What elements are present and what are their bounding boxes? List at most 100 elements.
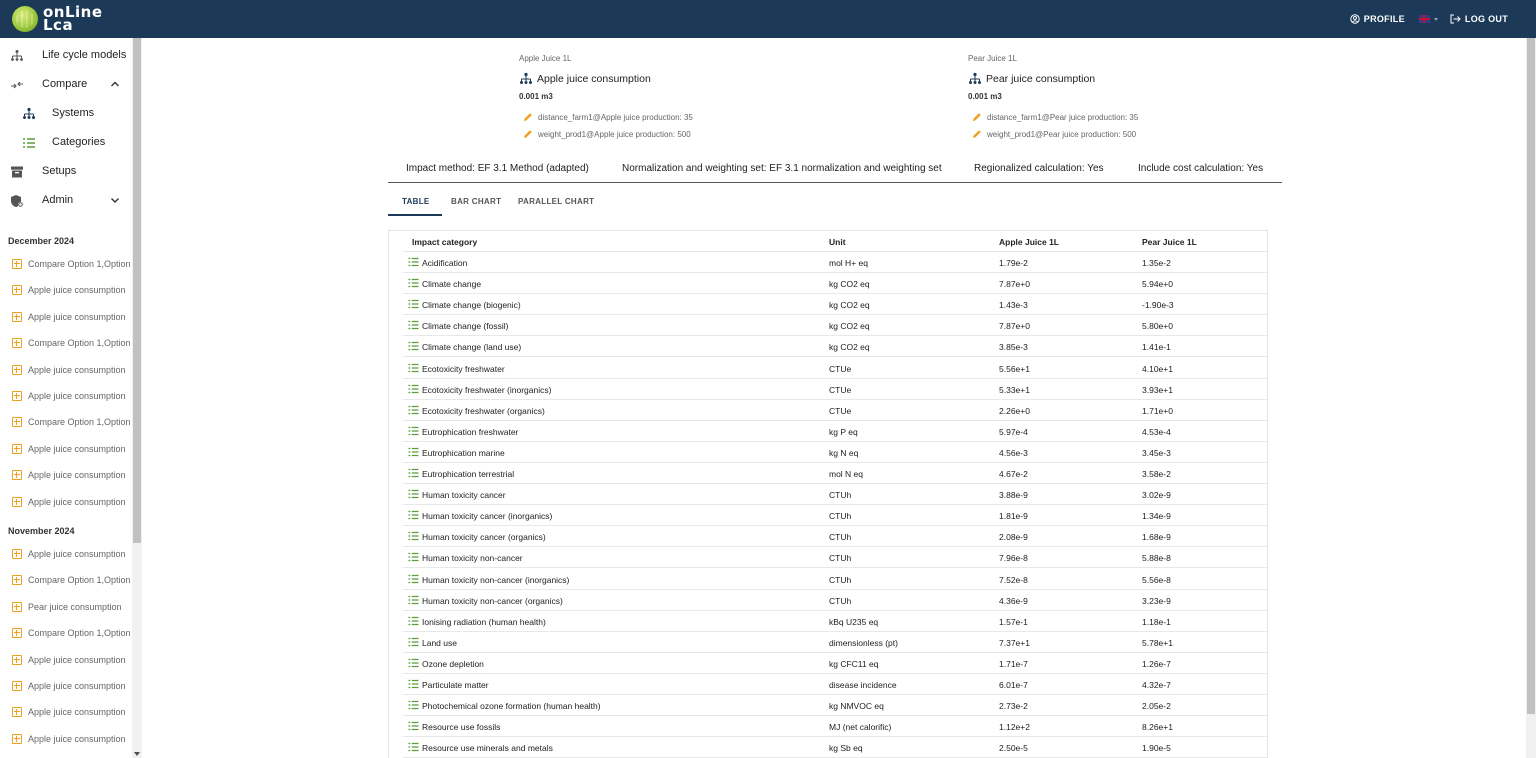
table-row[interactable]: Ionising radiation (human health) kBq U23… <box>403 611 1267 632</box>
profile-button[interactable]: PROFILE <box>1350 14 1405 24</box>
table-row[interactable]: Human toxicity cancer (organics) CTUh 2.08… <box>403 526 1267 548</box>
sidebar-scrollbar-thumb[interactable] <box>133 38 141 543</box>
history-item[interactable]: Apple juice consumption <box>12 652 132 668</box>
app-logo[interactable]: onLine Lca <box>12 2 103 36</box>
system-title[interactable]: Apple juice consumption <box>519 72 651 86</box>
cell-impact-category[interactable]: Ozone depletion <box>422 658 484 669</box>
cell-impact-category[interactable]: Eutrophication terrestrial <box>422 469 515 479</box>
language-flag-icon[interactable] <box>1418 15 1430 23</box>
cell-impact-category[interactable]: Eutrophication marine <box>422 447 505 458</box>
column-header-impact-category[interactable]: Impact category <box>412 237 478 247</box>
table-row[interactable]: Eutrophication terrestrial mol N eq 4.67e-… <box>403 463 1267 484</box>
cell-impact-category[interactable]: Particulate matter <box>422 680 489 690</box>
table-row[interactable]: Photochemical ozone formation (human hea… <box>403 695 1267 717</box>
tab-table[interactable]: TABLE <box>402 197 430 206</box>
cell-impact-category[interactable]: Ecotoxicity freshwater (organics) <box>422 405 545 416</box>
history-item[interactable]: Compare Option 1,Option 2 <box>12 625 132 641</box>
parameter-item[interactable]: weight_prod1@Apple juice production: 500 <box>523 129 691 139</box>
cell-impact-category[interactable]: Climate change (land use) <box>422 342 522 353</box>
cell-impact-category[interactable]: Human toxicity non-cancer (inorganics) <box>422 574 570 585</box>
main-scrollbar-thumb[interactable] <box>1527 38 1535 714</box>
history-item[interactable]: Compare Option 1,Option 2 <box>12 414 132 430</box>
sidebar-item-life-cycle-models[interactable]: Life cycle models <box>0 42 132 70</box>
cell-system-1-value: 1.81e-9 <box>999 511 1028 522</box>
history-item[interactable]: Apple juice consumption <box>12 678 132 694</box>
language-caret-icon[interactable] <box>1433 17 1438 21</box>
column-header-system-1[interactable]: Apple Juice 1L <box>999 237 1059 247</box>
cell-impact-category[interactable]: Ionising radiation (human health) <box>422 616 546 627</box>
history-item[interactable]: Apple juice consumption <box>12 467 132 483</box>
table-row[interactable]: Human toxicity non-cancer CTUh 7.96e-8 5.88… <box>403 547 1267 569</box>
table-row[interactable]: Climate change (fossil) kg CO2 eq 7.87e+0 5… <box>403 315 1267 337</box>
cell-impact-category[interactable]: Human toxicity non-cancer (organics) <box>422 595 563 606</box>
cell-impact-category[interactable]: Human toxicity cancer <box>422 490 506 501</box>
parameter-item[interactable]: weight_prod1@Pear juice production: 500 <box>972 129 1136 139</box>
history-item[interactable]: Apple juice consumption <box>12 731 132 747</box>
sidebar-item-categories[interactable]: Categories <box>0 129 132 157</box>
history-item[interactable]: Pear juice consumption <box>12 599 132 615</box>
chevron-up-icon[interactable] <box>110 80 120 88</box>
sidebar-scrollbar[interactable] <box>132 38 142 758</box>
cell-impact-category[interactable]: Resource use minerals and metals <box>422 743 553 754</box>
cell-system-1-value: 6.01e-7 <box>999 680 1028 690</box>
cell-impact-category[interactable]: Climate change (biogenic) <box>422 300 521 311</box>
cell-impact-category[interactable]: Human toxicity cancer (inorganics) <box>422 511 553 522</box>
sidebar-item-systems[interactable]: Systems <box>0 100 132 128</box>
table-row[interactable]: Resource use fossils MJ (net calorific) 1.… <box>403 716 1267 738</box>
scroll-down-arrow-icon[interactable] <box>134 752 140 756</box>
history-item[interactable]: Apple juice consumption <box>12 309 132 325</box>
calculation-icon <box>12 628 22 639</box>
column-header-unit[interactable]: Unit <box>829 237 846 247</box>
history-item[interactable]: Apple juice consumption <box>12 546 132 562</box>
table-row[interactable]: Particulate matter disease incidence 6.01e… <box>403 674 1267 695</box>
table-row[interactable]: Ecotoxicity freshwater (organics) CTUe 2.2… <box>403 400 1267 421</box>
table-row[interactable]: Climate change kg CO2 eq 7.87e+0 5.94e+0 <box>403 273 1267 295</box>
history-item[interactable]: Apple juice consumption <box>12 362 132 378</box>
history-item[interactable]: Compare Option 1,Option 2 <box>12 256 132 272</box>
table-row[interactable]: Land use dimensionless (pt) 7.37e+1 5.78e+1 <box>403 632 1267 653</box>
cell-impact-category[interactable]: Acidification <box>422 258 468 268</box>
sidebar-item-admin[interactable]: Admin <box>0 187 132 215</box>
table-row[interactable]: Ecotoxicity freshwater (inorganics) CTUe 5… <box>403 379 1267 400</box>
cell-impact-category[interactable]: Climate change (fossil) <box>422 321 509 332</box>
history-item[interactable]: Apple juice consumption <box>12 441 132 457</box>
cell-impact-category[interactable]: Land use <box>422 637 457 648</box>
table-row[interactable]: Human toxicity non-cancer (inorganics) CT… <box>403 569 1267 590</box>
history-item[interactable]: Apple juice consumption <box>12 704 132 720</box>
table-row[interactable]: Human toxicity cancer CTUh 3.88e-9 3.02e-9 <box>403 484 1267 506</box>
logout-button[interactable]: LOG OUT <box>1450 14 1508 24</box>
tab-parallel-chart[interactable]: PARALLEL CHART <box>518 197 595 206</box>
column-header-system-2[interactable]: Pear Juice 1L <box>1142 237 1197 247</box>
cell-impact-category[interactable]: Resource use fossils <box>422 722 501 733</box>
cell-impact-category[interactable]: Ecotoxicity freshwater (inorganics) <box>422 384 552 395</box>
table-row[interactable]: Resource use minerals and metals kg Sb eq… <box>403 737 1267 758</box>
table-row[interactable]: Human toxicity non-cancer (organics) CTUh… <box>403 590 1267 611</box>
table-row[interactable]: Eutrophication freshwater kg P eq 5.97e-4 4… <box>403 421 1267 442</box>
table-row[interactable]: Eutrophication marine kg N eq 4.56e-3 3.45e… <box>403 442 1267 463</box>
history-item[interactable]: Compare Option 1,Option 2 <box>12 335 132 351</box>
chevron-down-icon[interactable] <box>110 196 120 204</box>
parameter-item[interactable]: distance_farm1@Apple juice production: 3… <box>523 112 693 122</box>
table-row[interactable]: Human toxicity cancer (inorganics) CTUh 1.… <box>403 505 1267 527</box>
history-item[interactable]: Apple juice consumption <box>12 494 132 510</box>
cell-impact-category[interactable]: Ecotoxicity freshwater <box>422 363 505 374</box>
table-row[interactable]: Acidification mol H+ eq 1.79e-2 1.35e-2 <box>403 252 1267 273</box>
cell-impact-category[interactable]: Human toxicity non-cancer <box>422 553 523 564</box>
history-item[interactable]: Compare Option 1,Option 2 <box>12 572 132 588</box>
history-item[interactable]: Apple juice consumption <box>12 282 132 298</box>
sidebar-item-setups[interactable]: Setups <box>0 158 132 186</box>
table-row[interactable]: Ecotoxicity freshwater CTUe 5.56e+1 4.10e+1 <box>403 358 1267 379</box>
table-row[interactable]: Ozone depletion kg CFC11 eq 1.71e-7 1.26e-7 <box>403 653 1267 674</box>
history-item[interactable]: Apple juice consumption <box>12 388 132 404</box>
main-scrollbar[interactable] <box>1526 38 1536 758</box>
parameter-item[interactable]: distance_farm1@Pear juice production: 35 <box>972 112 1138 122</box>
cell-impact-category[interactable]: Climate change <box>422 279 482 290</box>
table-row[interactable]: Climate change (land use) kg CO2 eq 3.85e-… <box>403 336 1267 358</box>
system-title[interactable]: Pear juice consumption <box>968 72 1095 86</box>
sidebar-item-compare[interactable]: Compare <box>0 71 132 99</box>
cell-impact-category[interactable]: Human toxicity cancer (organics) <box>422 532 546 543</box>
cell-impact-category[interactable]: Photochemical ozone formation (human hea… <box>422 701 601 712</box>
table-row[interactable]: Climate change (biogenic) kg CO2 eq 1.43e-… <box>403 294 1267 316</box>
tab-bar-chart[interactable]: BAR CHART <box>451 197 502 206</box>
cell-impact-category[interactable]: Eutrophication freshwater <box>422 426 519 437</box>
